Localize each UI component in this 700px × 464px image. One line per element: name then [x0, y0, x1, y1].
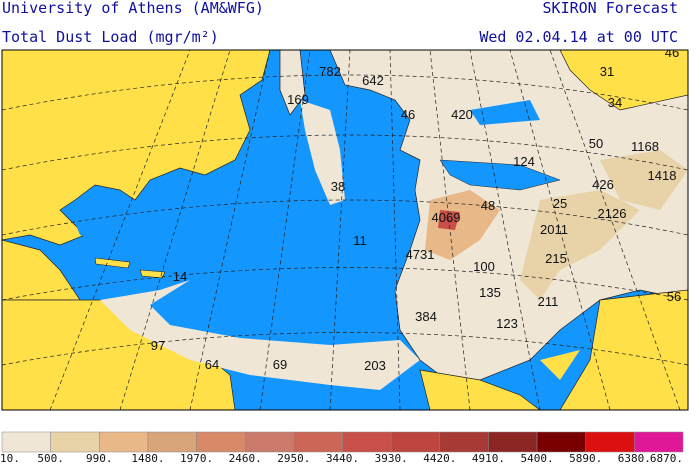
dust-core-ne: [600, 150, 688, 210]
colorbar-label: 10.: [0, 452, 20, 464]
dust-label: 426: [592, 177, 614, 192]
colorbar-label: 5400.: [521, 452, 554, 464]
colorbar-swatch: [439, 431, 489, 453]
colorbar-swatch: [536, 431, 586, 453]
dust-label: 2011: [540, 222, 568, 237]
colorbar-label: 3930.: [375, 452, 408, 464]
colorbar-swatch: [196, 431, 246, 453]
field-title: Total Dust Load (mgr/m²): [2, 28, 219, 46]
dust-label: 420: [451, 107, 473, 122]
product-title: SKIRON Forecast: [543, 0, 678, 17]
colorbar-label: 3440.: [326, 452, 359, 464]
land-patch: [540, 350, 580, 380]
dust-label: 56: [667, 289, 681, 304]
dust-label: 69: [273, 357, 287, 372]
colorbar-swatch: [99, 431, 149, 453]
institution-title: University of Athens (AM&WFG): [2, 0, 264, 17]
land-gulf-guinea: [419, 369, 541, 410]
colorbar-swatch: [293, 431, 343, 453]
colorbar-swatch: [585, 431, 635, 453]
colorbar-label: 2460.: [229, 452, 262, 464]
baltic: [470, 100, 540, 125]
dust-label: 203: [364, 358, 386, 373]
colorbar-label: 6380.: [618, 452, 651, 464]
colorbar-swatch: [147, 431, 197, 453]
dust-label: 34: [608, 95, 622, 110]
colorbar-swatch: [390, 431, 441, 453]
dust-core-west: [425, 190, 500, 260]
dust-label: 46: [401, 107, 415, 122]
map-labels: 782 642 169 46 420 31 34 50 1168 124 1418 426 38 48 25…: [151, 45, 681, 373]
gulf: [70, 210, 100, 240]
land-north-america: [2, 50, 271, 246]
dust-label: 50: [589, 136, 603, 151]
islands: [94, 257, 166, 279]
land-central-america: [2, 239, 81, 301]
colorbar-swatch: [50, 431, 100, 453]
colorbar-swatch: [488, 431, 538, 453]
dust-label: 97: [151, 338, 165, 353]
dust-label: 135: [479, 285, 501, 300]
dust-label: 100: [473, 259, 495, 274]
dust-label: 124: [513, 154, 535, 169]
colorbar-label: 990.: [86, 452, 113, 464]
dust-label: 211: [538, 294, 559, 309]
dust-label: 31: [600, 64, 614, 79]
map: 782 642 169 46 420 31 34 50 1168 124 1418 426 38 48 25…: [2, 45, 688, 410]
colorbar-swatch: [1, 431, 51, 453]
land-eurafrica: [329, 50, 688, 381]
colorbar-swatch: [342, 431, 392, 453]
colorbar-label: 1480.: [131, 452, 164, 464]
dust-label: 4731: [406, 247, 435, 262]
graticule: [2, 50, 688, 410]
dust-label: 64: [205, 357, 219, 372]
colorbar-label: 4420.: [423, 452, 456, 464]
mediterranean: [439, 159, 561, 191]
dust-core-east: [520, 190, 640, 300]
dust-label: 25: [553, 196, 567, 211]
colorbar: 10. 500. 990. 1480. 1970. 2460. 2950. 3440. 3930…: [0, 431, 684, 464]
dust-plume-north: [300, 100, 345, 205]
dust-label: 215: [545, 251, 567, 266]
land-greenland: [279, 50, 306, 116]
dust-label: 11: [353, 233, 367, 248]
dust-label: 169: [287, 92, 309, 107]
dust-label: 1418: [648, 168, 677, 183]
land-east: [559, 289, 688, 410]
colorbar-swatch: [634, 431, 684, 453]
dust-label: 384: [415, 309, 437, 324]
colorbar-label: 4910.: [472, 452, 505, 464]
dust-label: 1168: [631, 139, 659, 154]
colorbar-label: 500.: [37, 452, 64, 464]
land-scandinavia: [559, 50, 688, 111]
dust-label: 38: [331, 179, 345, 194]
forecast-date: Wed 02.04.14 at 00 UTC: [479, 28, 678, 46]
dust-label: 14: [173, 269, 187, 284]
map-frame: [1, 49, 689, 411]
dust-label: 782: [319, 64, 341, 79]
dust-label: 4069: [432, 210, 461, 225]
dust-label: 642: [362, 73, 384, 88]
dust-label: 2126: [598, 206, 627, 221]
dust-label: 48: [481, 198, 495, 213]
colorbar-label: 2950.: [277, 452, 310, 464]
colorbar-swatch: [244, 431, 295, 453]
colorbar-label: 5890.: [569, 452, 602, 464]
dust-label: 123: [496, 316, 518, 331]
colorbar-label: 6870.: [650, 452, 683, 464]
colorbar-label: 1970.: [180, 452, 213, 464]
dust-label: 46: [665, 45, 679, 60]
dust-plume-south: [100, 280, 420, 390]
